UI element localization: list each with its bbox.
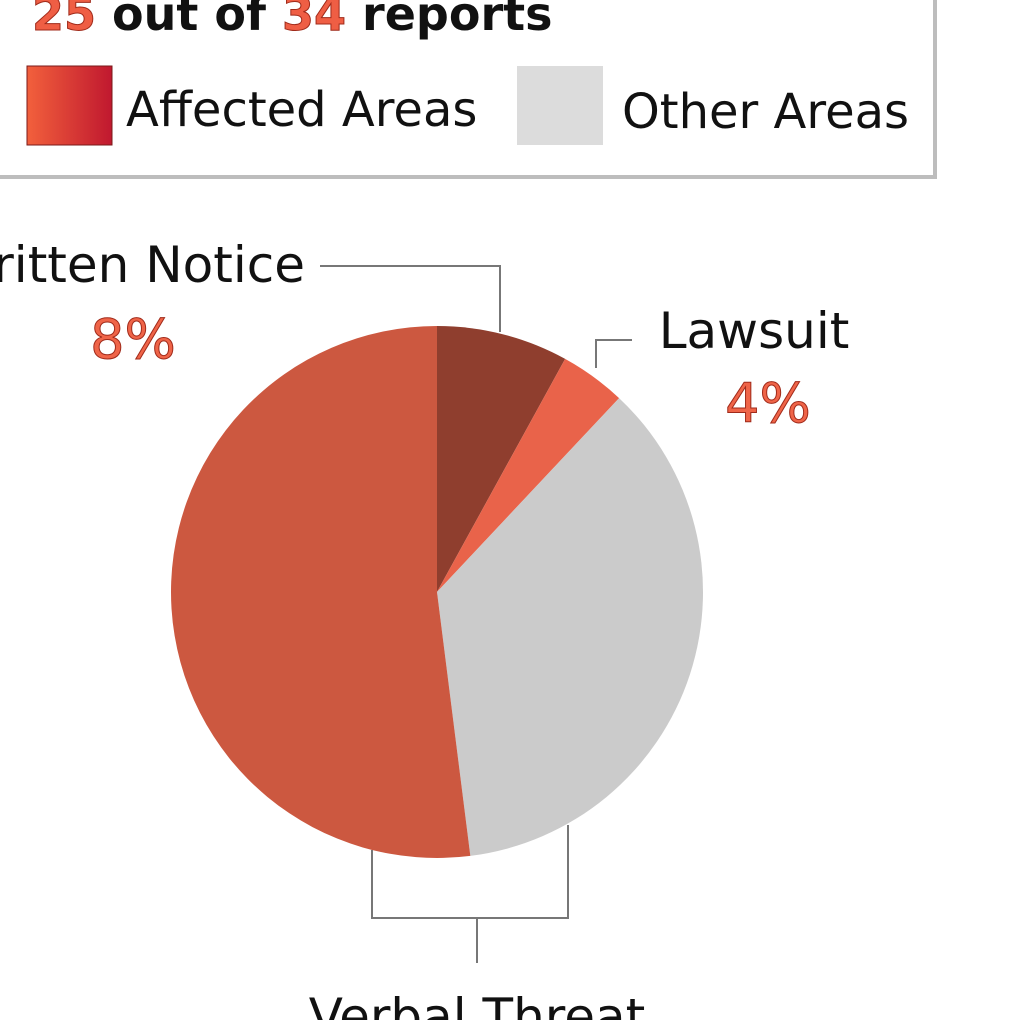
title-number: 25: [32, 0, 96, 41]
title-number: 34: [282, 0, 346, 41]
slice-label: Lawsuit: [659, 302, 850, 360]
legend-swatch: [517, 66, 603, 145]
slice-label: Written Notice: [0, 236, 305, 294]
legend-box: [0, 0, 937, 179]
pie-slice: [437, 358, 620, 592]
pie-slice: [437, 326, 566, 592]
title-text: reports: [346, 0, 552, 41]
title-text: out of: [96, 0, 282, 41]
value-label: 8%: [90, 308, 176, 371]
legend-swatch: [26, 65, 113, 146]
legend-label: Affected Areas: [126, 82, 477, 138]
pie-slice: [171, 326, 471, 858]
legend-label: Other Areas: [622, 84, 909, 140]
leader-lines: [320, 265, 632, 963]
title: 25 out of 34 reports: [32, 0, 553, 41]
slice-label: Verbal Threat: [309, 988, 646, 1020]
pie-slice: [437, 398, 704, 856]
value-label: 4%: [725, 372, 811, 435]
